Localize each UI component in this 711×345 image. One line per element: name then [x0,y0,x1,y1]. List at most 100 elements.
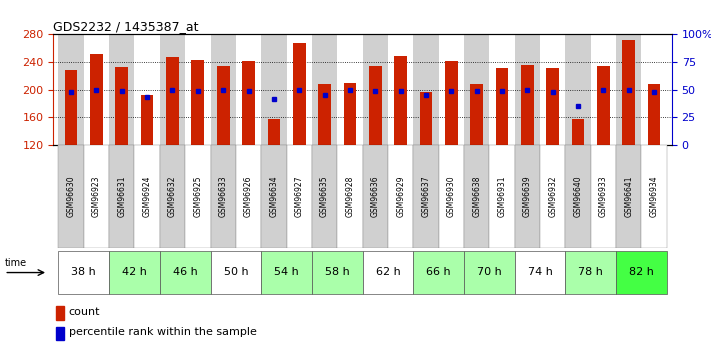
Bar [413,251,464,294]
Bar [363,251,413,294]
Text: GDS2232 / 1435387_at: GDS2232 / 1435387_at [53,20,199,33]
Bar [191,60,204,145]
Bar [236,145,261,248]
Text: GSM96641: GSM96641 [624,176,634,217]
Bar [312,145,337,248]
Bar [388,145,413,248]
Bar [419,92,432,145]
Bar [261,34,287,145]
Text: GSM96635: GSM96635 [320,176,329,217]
Text: GSM96634: GSM96634 [269,176,279,217]
Bar [58,145,84,248]
Text: 78 h: 78 h [578,267,603,277]
Text: GSM96927: GSM96927 [295,176,304,217]
Text: GSM96639: GSM96639 [523,176,532,217]
Bar [319,84,331,145]
Bar [445,61,458,145]
Bar [312,34,337,145]
Bar [160,145,185,248]
Text: count: count [69,307,100,317]
Text: GSM96934: GSM96934 [650,176,658,217]
Text: GSM96924: GSM96924 [143,176,151,217]
Bar [287,145,312,248]
Text: 50 h: 50 h [223,267,248,277]
Bar [109,34,134,145]
Bar [337,145,363,248]
Bar [210,145,236,248]
Bar [84,34,109,145]
Bar [210,34,236,145]
Bar [540,145,565,248]
Bar [185,145,210,248]
Text: 46 h: 46 h [173,267,198,277]
Text: 70 h: 70 h [477,267,502,277]
Text: GSM96932: GSM96932 [548,176,557,217]
Bar [242,61,255,145]
Bar [648,84,661,145]
Bar [160,251,210,294]
Bar [109,145,134,248]
Bar [134,34,160,145]
Bar [65,70,77,145]
Text: 42 h: 42 h [122,267,147,277]
Bar [395,56,407,145]
Text: GSM96638: GSM96638 [472,176,481,217]
Bar [141,95,154,145]
Bar [616,34,641,145]
Text: GSM96631: GSM96631 [117,176,127,217]
Bar [84,145,109,248]
Bar [413,34,439,145]
Bar [413,145,439,248]
Bar [565,145,591,248]
Bar [236,34,261,145]
Bar [58,34,84,145]
Text: percentile rank within the sample: percentile rank within the sample [69,327,257,337]
Bar [56,306,65,320]
Bar [56,327,65,340]
Text: GSM96640: GSM96640 [574,176,582,217]
Bar [641,34,667,145]
Bar [489,34,515,145]
Bar [547,68,559,145]
Text: GSM96933: GSM96933 [599,176,608,217]
Bar [261,145,287,248]
Bar [515,251,565,294]
Text: 82 h: 82 h [629,267,654,277]
Text: GSM96923: GSM96923 [92,176,101,217]
Text: GSM96928: GSM96928 [346,176,355,217]
Bar [293,43,306,145]
Bar [58,251,109,294]
Bar [439,34,464,145]
Bar [591,145,616,248]
Text: GSM96925: GSM96925 [193,176,203,217]
Bar [597,66,610,145]
Bar [565,251,616,294]
Bar [591,34,616,145]
Text: GSM96931: GSM96931 [498,176,506,217]
Text: time: time [4,258,26,268]
Bar [115,67,128,145]
Bar [489,145,515,248]
Text: 54 h: 54 h [274,267,299,277]
Bar [471,84,483,145]
Bar [521,65,534,145]
Bar [515,145,540,248]
Text: 38 h: 38 h [71,267,96,277]
Bar [496,68,508,145]
Bar [622,40,635,145]
Bar [572,119,584,145]
Text: 62 h: 62 h [375,267,400,277]
Bar [160,34,185,145]
Bar [369,66,382,145]
Text: 58 h: 58 h [325,267,350,277]
Bar [363,34,388,145]
Bar [185,34,210,145]
Bar [515,34,540,145]
Text: GSM96930: GSM96930 [447,176,456,217]
Bar [641,145,667,248]
Text: 74 h: 74 h [528,267,552,277]
Bar [343,83,356,145]
Bar [109,251,160,294]
Bar [464,251,515,294]
Bar [287,34,312,145]
